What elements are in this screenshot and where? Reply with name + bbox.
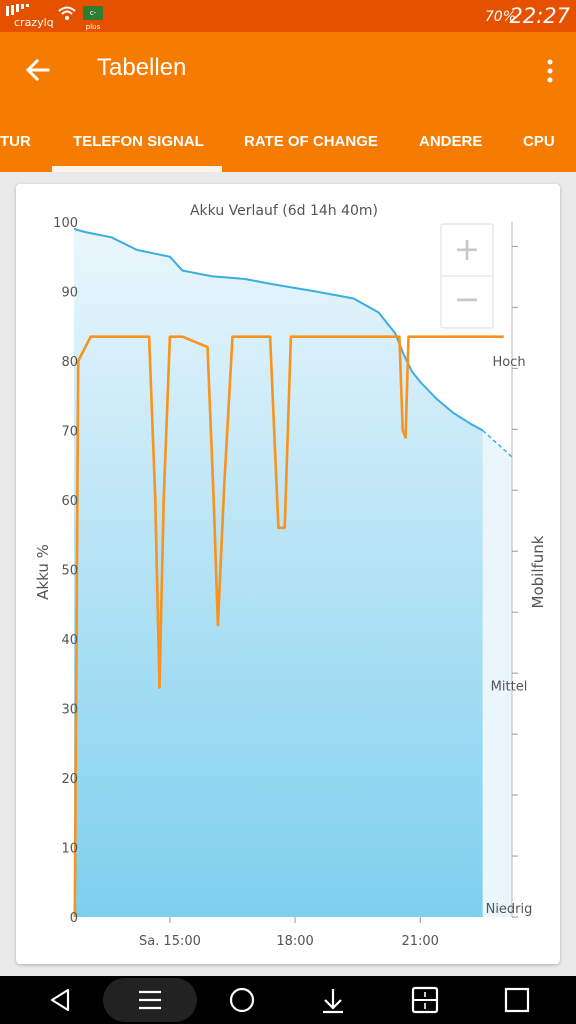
- y-tick-label: 0: [70, 911, 78, 926]
- y-tick-label: 40: [61, 633, 78, 648]
- x-tick-label: 18:00: [276, 934, 313, 949]
- recents-square-icon[interactable]: [503, 986, 531, 1014]
- zoom-out-button[interactable]: −: [454, 280, 481, 318]
- dual-window-icon[interactable]: [411, 986, 439, 1014]
- download-arrow-icon[interactable]: [319, 986, 347, 1014]
- battery-percent: 70%: [484, 9, 516, 25]
- right-tick-label: Niedrig: [486, 902, 533, 917]
- arrow-left-icon[interactable]: [24, 56, 52, 84]
- y-axis-label-left: Akku %: [34, 544, 52, 600]
- tab-andere[interactable]: ANDERE: [419, 133, 483, 150]
- menu-icon[interactable]: [136, 986, 164, 1014]
- home-circle-icon[interactable]: [228, 986, 256, 1014]
- zoom-in-button[interactable]: +: [454, 230, 481, 268]
- nav-bar: [0, 976, 576, 1024]
- y-axis-label-right: Mobilfunk: [529, 535, 547, 608]
- back-triangle-icon[interactable]: [46, 986, 74, 1014]
- zoom-controls: + −: [440, 223, 494, 329]
- tab-cpu[interactable]: CPU: [523, 133, 555, 150]
- signal-bars-icon: [6, 4, 29, 16]
- right-tick-label: Mittel: [491, 679, 528, 694]
- right-tick-label: Hoch: [492, 355, 525, 370]
- chart-title: Akku Verlauf (6d 14h 40m): [190, 203, 378, 219]
- x-tick-label: Sa. 15:00: [139, 934, 201, 949]
- tab-rate-of-change[interactable]: RATE OF CHANGE: [244, 133, 378, 150]
- signal-line: [73, 335, 504, 918]
- y-tick-label: 50: [61, 564, 78, 579]
- battery-area: [74, 229, 483, 917]
- tab-tur[interactable]: TUR: [0, 133, 31, 150]
- app-bar: Tabellen: [0, 32, 576, 108]
- chart-card: 0 10 20 30 40 50 60 70 80 90 100 Sa. 15:00 18:00 21:0…: [16, 184, 560, 964]
- y-tick-label: 70: [61, 425, 78, 440]
- y-tick-label: 100: [53, 216, 78, 231]
- more-vert-icon[interactable]: [544, 58, 556, 84]
- y-tick-label: 10: [61, 842, 78, 857]
- wifi-icon: [58, 6, 76, 20]
- y-tick-label: 80: [61, 355, 78, 370]
- tab-bar: TUR TELEFON SIGNAL RATE OF CHANGE ANDERE…: [0, 108, 576, 172]
- carrier-label: crazylq: [14, 16, 54, 29]
- y-tick-label: 90: [61, 286, 78, 301]
- tab-indicator: [52, 166, 222, 172]
- badge-icon: c-plus: [83, 6, 103, 31]
- tab-telefon-signal[interactable]: TELEFON SIGNAL: [73, 133, 204, 150]
- battery-chart[interactable]: 0 10 20 30 40 50 60 70 80 90 100 Sa. 15:00 18:00 21:0…: [16, 184, 560, 964]
- status-bar: crazylq c-plus 70% 22:27: [0, 0, 576, 32]
- battery-projection-area: [482, 430, 512, 917]
- y-tick-label: 20: [61, 772, 78, 787]
- x-tick-label: 21:00: [401, 934, 438, 949]
- y-tick-label: 60: [61, 494, 78, 509]
- clock: 22:27: [509, 4, 570, 28]
- battery-line: [73, 228, 484, 432]
- page-title: Tabellen: [97, 54, 187, 81]
- y-tick-label: 30: [61, 703, 78, 718]
